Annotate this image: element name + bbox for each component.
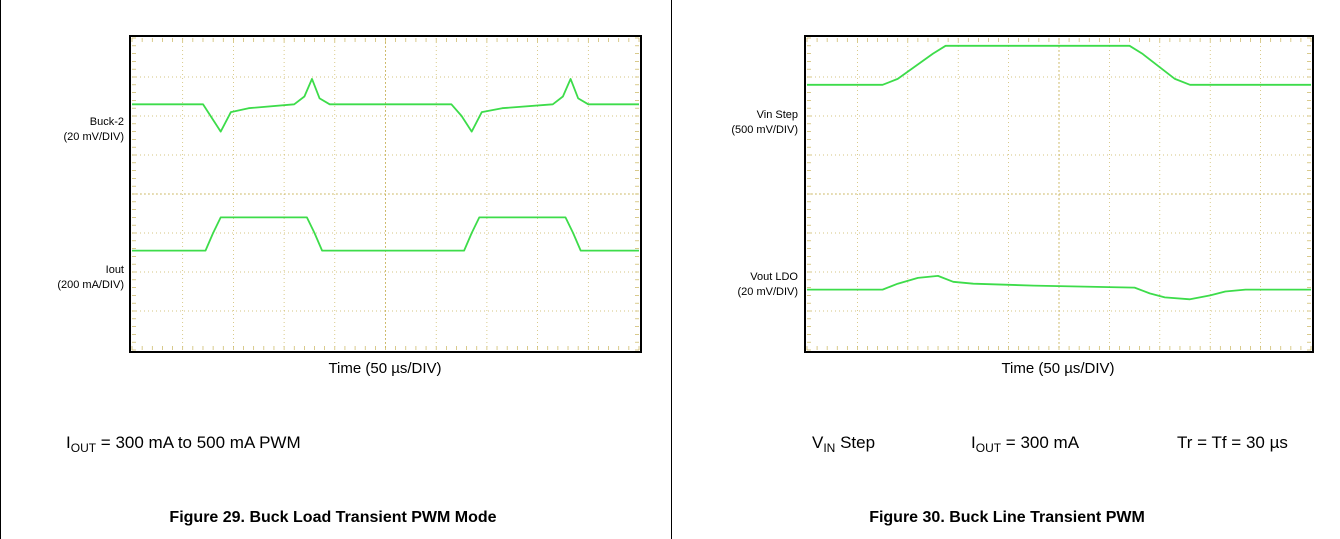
channel-label-vin-step: Vin Step (500 mV/DIV) (678, 108, 798, 138)
figure-30-panel: Vin Step (500 mV/DIV) Vout LDO (20 mV/DI… (671, 0, 1340, 539)
channel-label-buck-2: Buck-2 (20 mV/DIV) (4, 115, 124, 145)
figure-caption: Figure 30. Buck Line Transient PWM (757, 509, 1257, 527)
test-condition-iout: IOUT = 300 mA (971, 433, 1079, 455)
test-condition-rise-fall: Tr = Tf = 30 µs (1177, 433, 1288, 453)
scope-plot-figure-30 (805, 36, 1313, 352)
figure-caption: Figure 29. Buck Load Transient PWM Mode (83, 509, 583, 527)
test-condition-vin-step: VIN Step (812, 433, 875, 455)
channel-label-iout: Iout (200 mA/DIV) (4, 263, 124, 293)
x-axis-label: Time (50 µs/DIV) (185, 360, 585, 377)
scope-plot-figure-29 (130, 36, 641, 352)
test-condition: IOUT = 300 mA to 500 mA PWM (66, 433, 301, 455)
x-axis-label: Time (50 µs/DIV) (858, 360, 1258, 377)
channel-label-vout-ldo: Vout LDO (20 mV/DIV) (678, 270, 798, 300)
figure-29-panel: Buck-2 (20 mV/DIV) Iout (200 mA/DIV) Tim… (0, 0, 671, 539)
